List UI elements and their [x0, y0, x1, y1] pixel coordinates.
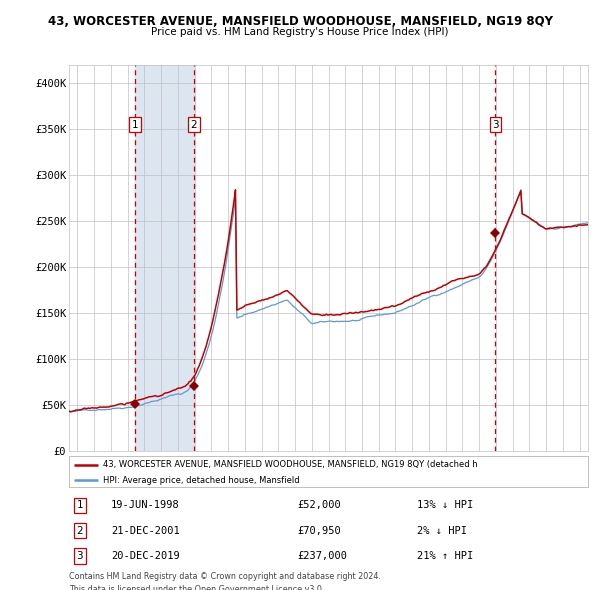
Text: 19-JUN-1998: 19-JUN-1998 — [111, 500, 180, 510]
Text: £237,000: £237,000 — [297, 551, 347, 561]
Text: £52,000: £52,000 — [297, 500, 341, 510]
Text: 20-DEC-2019: 20-DEC-2019 — [111, 551, 180, 561]
Text: This data is licensed under the Open Government Licence v3.0.: This data is licensed under the Open Gov… — [69, 585, 325, 590]
Text: 1: 1 — [76, 500, 83, 510]
FancyBboxPatch shape — [69, 456, 588, 487]
Text: £70,950: £70,950 — [297, 526, 341, 536]
Text: 43, WORCESTER AVENUE, MANSFIELD WOODHOUSE, MANSFIELD, NG19 8QY: 43, WORCESTER AVENUE, MANSFIELD WOODHOUS… — [47, 15, 553, 28]
Text: 21-DEC-2001: 21-DEC-2001 — [111, 526, 180, 536]
Text: 13% ↓ HPI: 13% ↓ HPI — [417, 500, 473, 510]
Text: 3: 3 — [76, 551, 83, 561]
Text: 43, WORCESTER AVENUE, MANSFIELD WOODHOUSE, MANSFIELD, NG19 8QY (detached h: 43, WORCESTER AVENUE, MANSFIELD WOODHOUS… — [103, 460, 478, 469]
Text: Contains HM Land Registry data © Crown copyright and database right 2024.: Contains HM Land Registry data © Crown c… — [69, 572, 381, 581]
Text: HPI: Average price, detached house, Mansfield: HPI: Average price, detached house, Mans… — [103, 476, 299, 484]
Text: 3: 3 — [492, 120, 499, 130]
Text: 1: 1 — [132, 120, 139, 130]
Bar — [135, 65, 194, 451]
Text: 2: 2 — [76, 526, 83, 536]
Text: Price paid vs. HM Land Registry's House Price Index (HPI): Price paid vs. HM Land Registry's House … — [151, 27, 449, 37]
Text: 21% ↑ HPI: 21% ↑ HPI — [417, 551, 473, 561]
Text: 2% ↓ HPI: 2% ↓ HPI — [417, 526, 467, 536]
Text: 2: 2 — [191, 120, 197, 130]
